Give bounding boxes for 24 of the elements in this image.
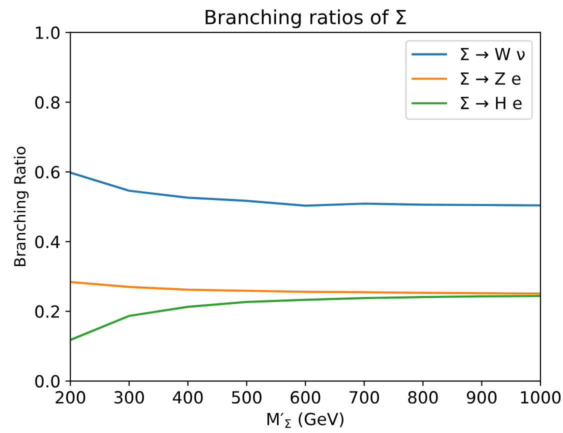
y-tick-label: 0.0 — [35, 375, 60, 388]
chart-title: Branching ratios of Σ — [206, 9, 406, 28]
x-tick-label: 1000 — [521, 391, 561, 404]
y-tick-label: 0.2 — [35, 305, 59, 318]
line-series — [70, 172, 540, 207]
y-tick-label: 0.8 — [35, 96, 60, 109]
x-tick-label: 500 — [232, 391, 262, 404]
y-tick-label: 1.0 — [36, 26, 60, 40]
y-axis-title: Branching Ratio — [14, 146, 29, 266]
x-tick-label: 200 — [56, 391, 86, 404]
line-series — [70, 281, 540, 295]
x-tick-label: 600 — [290, 391, 320, 404]
x-axis-title: M′$_{Σ}$ (GeV) — [267, 412, 344, 428]
x-tick-label: 800 — [408, 391, 438, 404]
x-tick-label: 300 — [114, 391, 144, 404]
line-series — [70, 294, 540, 341]
legend-label: Σ → W ν — [460, 48, 525, 60]
y-tick-label: 0.6 — [35, 166, 60, 178]
legend-label: Σ → Z e — [460, 72, 520, 85]
y-tick-label: 0.4 — [35, 236, 60, 248]
legend-label: Σ → H e — [460, 96, 522, 110]
x-tick-label: 900 — [466, 391, 497, 404]
x-tick-label: 700 — [350, 391, 379, 404]
x-tick-label: 400 — [172, 391, 203, 404]
